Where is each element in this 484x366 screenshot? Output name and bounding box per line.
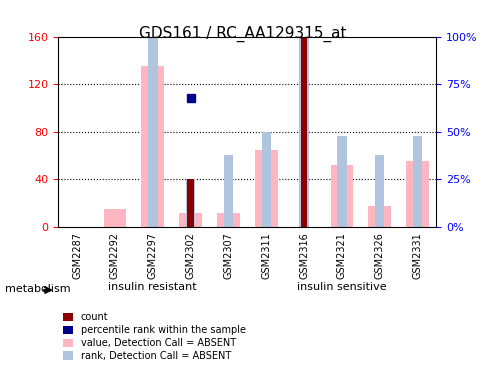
Bar xyxy=(368,205,390,227)
Bar xyxy=(406,161,428,227)
Text: GDS161 / RC_AA129315_at: GDS161 / RC_AA129315_at xyxy=(138,26,346,42)
Bar xyxy=(330,165,352,227)
Text: insulin sensitive: insulin sensitive xyxy=(297,282,386,292)
Bar xyxy=(299,21,308,227)
Bar xyxy=(300,37,307,227)
Bar xyxy=(261,132,271,227)
Bar xyxy=(412,135,422,227)
Bar xyxy=(217,213,239,227)
Legend: count, percentile rank within the sample, value, Detection Call = ABSENT, rank, : count, percentile rank within the sample… xyxy=(63,313,245,361)
Bar xyxy=(374,154,384,227)
Bar xyxy=(148,18,157,227)
Bar xyxy=(104,209,126,227)
Text: metabolism: metabolism xyxy=(5,284,70,294)
Bar xyxy=(185,179,195,227)
Bar xyxy=(336,135,346,227)
Text: insulin resistant: insulin resistant xyxy=(108,282,197,292)
Bar xyxy=(179,213,201,227)
Bar xyxy=(187,179,194,227)
Bar xyxy=(255,150,277,227)
Bar xyxy=(141,66,164,227)
Bar xyxy=(223,154,233,227)
